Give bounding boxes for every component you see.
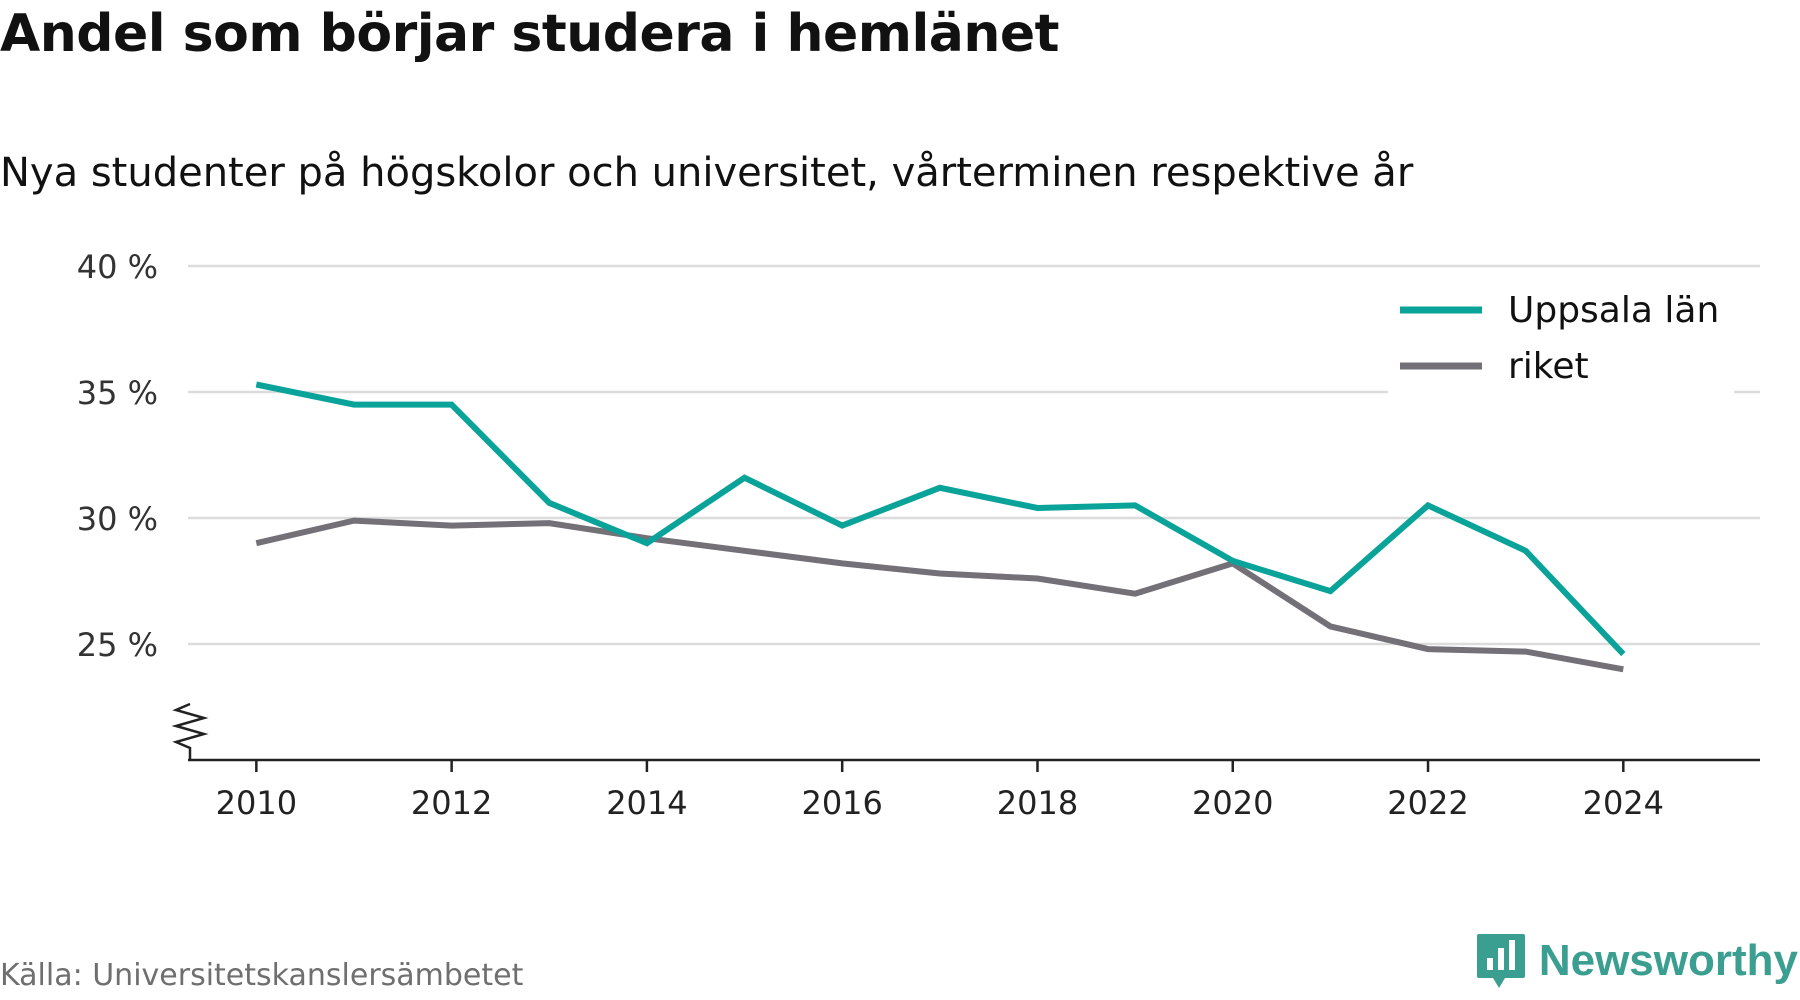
- data-point: [1230, 558, 1236, 564]
- data-point: [351, 518, 357, 524]
- data-point: [1132, 502, 1138, 508]
- y-tick-label: 35 %: [77, 374, 158, 412]
- data-point: [546, 520, 552, 526]
- data-point: [1620, 666, 1626, 672]
- data-point: [1034, 576, 1040, 582]
- x-tick-label: 2010: [216, 784, 297, 822]
- chart-subtitle: Nya studenter på högskolor och universit…: [0, 150, 1414, 196]
- series-line-uppsala-lan: [255, 381, 1626, 657]
- series-line-riket: [255, 517, 1624, 673]
- data-point: [449, 402, 455, 408]
- line-chart: 25 % 30 % 35 % 40 % 2010 2012 2014 2016 2018 2020…: [77, 248, 1760, 822]
- data-point: [1523, 649, 1529, 655]
- x-tick-label: 2024: [1583, 784, 1664, 822]
- data-point: [1523, 548, 1529, 554]
- data-point: [351, 402, 357, 408]
- x-tick-label: 2016: [801, 784, 882, 822]
- data-point: [1132, 591, 1138, 597]
- bar-chart-speech-bubble-icon: [1476, 934, 1525, 988]
- data-point: [742, 548, 748, 554]
- brand-logo: Newsworthy: [1475, 932, 1798, 990]
- data-point: [253, 381, 259, 387]
- data-point: [742, 475, 748, 481]
- x-tick-label: 2014: [606, 784, 687, 822]
- source-note: Källa: Universitetskanslersämbetet: [0, 958, 524, 993]
- data-point: [937, 570, 943, 576]
- brand-name: Newsworthy: [1538, 936, 1798, 985]
- legend-label: riket: [1508, 346, 1589, 387]
- data-point: [1425, 646, 1431, 652]
- legend-label: Uppsala län: [1508, 290, 1719, 331]
- data-point: [1620, 651, 1626, 657]
- x-tick-label: 2022: [1387, 784, 1468, 822]
- chart-title: Andel som börjar studera i hemlänet: [0, 4, 1060, 64]
- data-point: [1425, 502, 1431, 508]
- data-point: [449, 523, 455, 529]
- data-point: [546, 500, 552, 506]
- y-axis-break-icon: [171, 702, 209, 760]
- x-tick-label: 2018: [997, 784, 1078, 822]
- y-tick-label: 30 %: [77, 500, 158, 538]
- data-point: [839, 560, 845, 566]
- y-tick-label: 40 %: [77, 248, 158, 286]
- x-tick-label: 2020: [1192, 784, 1273, 822]
- data-point: [253, 540, 259, 546]
- y-tick-label: 25 %: [77, 626, 158, 664]
- data-point: [644, 540, 650, 546]
- data-point: [937, 485, 943, 491]
- data-point: [1034, 505, 1040, 511]
- data-point: [1327, 623, 1333, 629]
- legend-box: [1388, 280, 1734, 394]
- data-point: [839, 523, 845, 529]
- x-tick-label: 2012: [411, 784, 492, 822]
- data-point: [1327, 588, 1333, 594]
